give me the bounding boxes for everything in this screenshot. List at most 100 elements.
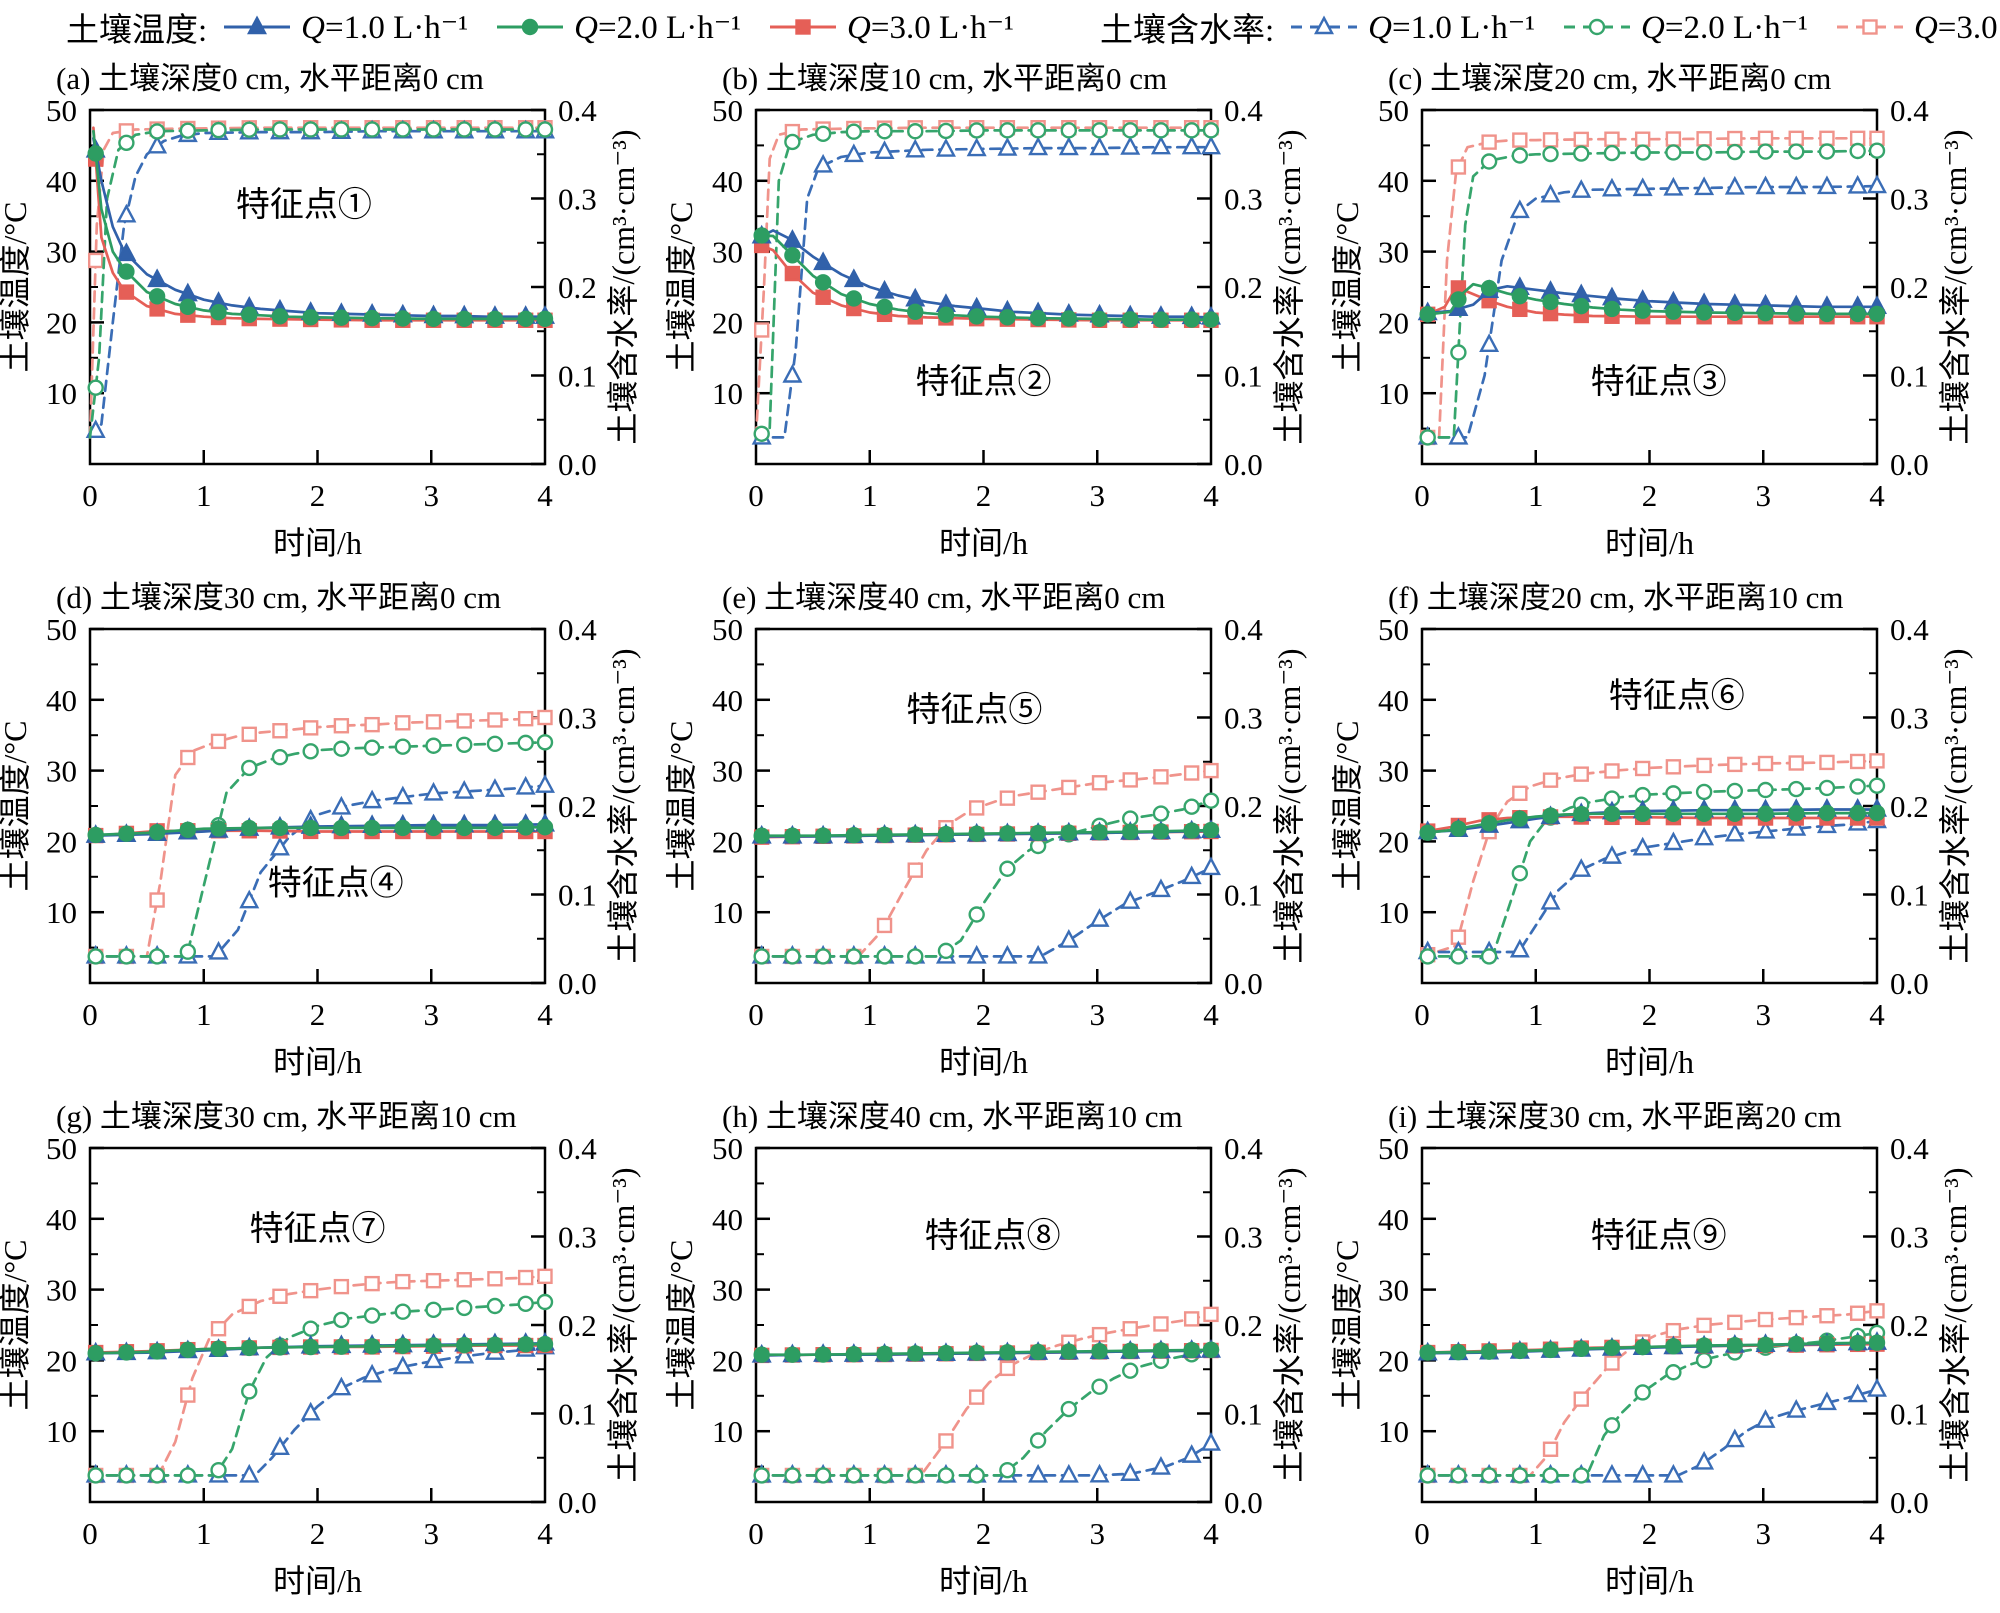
square-marker [537,709,553,726]
circle-marker [271,819,289,837]
square-marker [333,1278,350,1295]
y-left-tick-label: 30 [46,235,77,270]
y-right-tick-label: 0.3 [558,701,597,736]
chart-canvas-g: 10 20 30 40 50 0.0 0.1 0.2 0.3 0.4 0 1 2 3 4 时间/h 土壤温度/°… [0,1136,641,1599]
circle-marker [1419,824,1436,841]
circle-marker [845,948,863,965]
y-left-tick-label: 10 [712,895,743,930]
y-right-axis-title: 土壤含水率/(cm³·cm⁻³) [1937,648,1973,963]
x-tick-label: 0 [748,997,764,1032]
circle-marker [999,825,1016,842]
triangle-marker [1816,1391,1837,1411]
water-series-q1-line [88,1345,547,1477]
x-tick-label: 0 [1414,997,1430,1032]
y-right-tick-label: 0.2 [558,270,597,305]
triangle-marker [1755,819,1776,839]
y-left-axis-title: 土壤温度/°C [666,1239,699,1410]
circle-marker [1419,429,1436,446]
figure-grid: (a) 土壤深度0 cm, 水平距离0 cm 10 20 30 40 50 0.0 0.1 0.… [0,54,2000,1611]
chart-canvas-h: 10 20 30 40 50 0.0 0.1 0.2 0.3 0.4 0 1 2 3 4 时间/h 土壤温度/°… [666,1136,1307,1599]
water-series-q3 [753,1306,1219,1484]
circle-marker [302,1320,319,1337]
circle-marker [1060,1343,1078,1360]
subplot-title-e: (e) 土壤深度40 cm, 水平距离0 cm [722,580,1166,615]
circle-marker [1695,144,1713,161]
water-series-q3 [753,762,1219,965]
water-series-q3 [1419,753,1885,963]
y-left-tick-label: 40 [712,1202,743,1237]
circle-marker [1726,143,1744,161]
axis-tick-labels: 10 20 30 40 50 0.0 0.1 0.2 0.3 0.4 0 1 2 3 4 [1378,617,1929,1032]
circle-marker [1202,311,1220,328]
circle-marker [486,121,504,138]
circle-marker [210,304,227,321]
y-right-axis-title: 土壤含水率/(cm³·cm⁻³) [605,129,641,444]
circle-marker [1480,279,1498,297]
water-series-q1 [751,856,1221,964]
triangle-marker [116,242,137,262]
circle-marker [937,825,955,843]
triangle-marker [966,137,987,157]
triangle-marker [1632,177,1653,197]
square-marker [517,1269,534,1286]
triangle-marker [1028,136,1049,156]
plot-frame [88,627,547,985]
triangle-marker [1694,1450,1715,1470]
chart-canvas-e: 10 20 30 40 50 0.0 0.1 0.2 0.3 0.4 0 1 2 3 4 时间/h 土壤温度/°… [666,617,1307,1080]
water-series-q2 [1419,142,1886,446]
y-right-tick-label: 0.4 [1890,617,1929,647]
water-series-q2-line [754,1348,1213,1477]
y-right-axis-title: 土壤含水率/(cm³·cm⁻³) [1271,1167,1307,1482]
circle-marker [1511,810,1529,827]
square-marker [87,252,104,269]
circle-marker [425,1301,442,1319]
circle-marker [1419,948,1436,965]
y-right-tick-label: 0.2 [558,789,597,824]
circle-marker [814,1467,832,1484]
circle-marker [784,247,801,264]
axis-tick-labels: 10 20 30 40 50 0.0 0.1 0.2 0.3 0.4 0 1 2 3 4 [1378,1136,1929,1551]
y-right-axis-title: 土壤含水率/(cm³·cm⁻³) [605,1167,641,1482]
triangle-marker [1694,176,1715,196]
square-marker [1061,779,1077,796]
square-marker [1573,1391,1589,1407]
circle-marker [753,827,770,844]
square-marker [364,1275,380,1292]
circle-marker [456,121,473,138]
square-marker [1203,1306,1219,1323]
water-series-q2 [753,1341,1220,1484]
y-left-axis-title: 土壤温度/°C [666,720,699,891]
circle-marker [1542,145,1559,163]
y-left-tick-label: 10 [1378,895,1409,930]
x-tick-label: 1 [862,1516,878,1551]
square-marker [1153,769,1169,785]
y-right-tick-label: 0.2 [1890,270,1929,305]
triangle-marker [1786,817,1807,836]
temp-series-q2 [753,821,1220,844]
circle-marker [1603,805,1621,822]
circle-marker [1542,293,1559,311]
square-marker [1819,1308,1835,1324]
legend-q-symbol: Q [847,10,871,46]
y-right-tick-label: 0.4 [558,1136,597,1166]
square-marker [272,1288,288,1304]
circle-marker [1818,1335,1836,1352]
triangle-marker [454,780,475,799]
subplot-title-b: (b) 土壤深度10 cm, 水平距离0 cm [722,61,1168,96]
y-left-tick-label: 30 [712,1273,743,1308]
water-series-q1-line [88,784,547,958]
triangle-marker [935,137,956,157]
circle-marker [486,310,504,328]
circle-marker [968,825,985,842]
circle-marker [486,1336,504,1353]
subplot-i: (i) 土壤深度30 cm, 水平距离20 cm 10 20 30 40 50 0.0 0.1… [1332,1092,1998,1611]
y-left-axis-title: 土壤温度/°C [0,201,33,372]
annotation-g: 特征点⑦ [250,1210,386,1248]
circle-marker [333,1311,350,1329]
y-right-tick-label: 0.1 [1890,359,1929,394]
y-left-tick-label: 50 [46,617,77,647]
triangle-marker [1201,135,1221,155]
temp-series-q2 [1419,804,1886,841]
triangle-marker [362,1363,383,1383]
circle-marker [876,123,893,140]
